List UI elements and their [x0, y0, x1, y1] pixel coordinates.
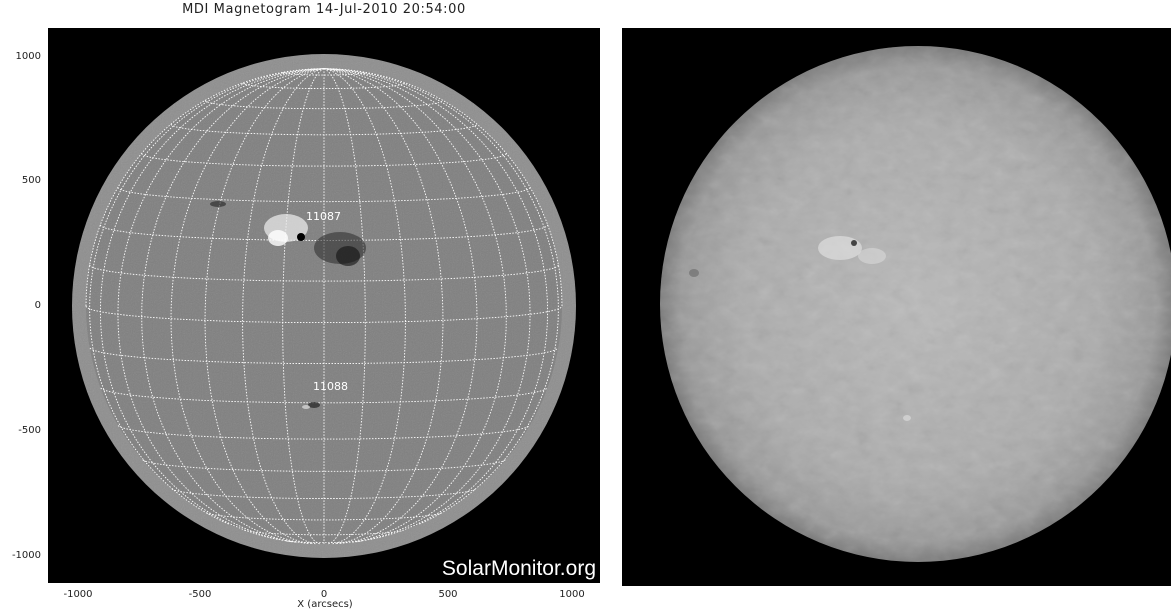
y-tick-1000: 1000 [15, 51, 41, 62]
x-tick-neg500: -500 [188, 589, 212, 600]
y-tick-0: 0 [34, 300, 41, 311]
x-tick-0: 0 [320, 589, 328, 600]
h-alpha-figure [622, 28, 1171, 586]
magnetogram-plot: 11087 11088 SolarMonitor.org [48, 28, 600, 583]
y-tick-neg500: -500 [18, 425, 41, 436]
magnetogram-image: 11087 11088 [72, 54, 576, 558]
active-region-11088 [302, 402, 320, 409]
x-tick-500: 500 [438, 589, 458, 600]
magnetogram-figure: MDI Magnetogram 14-Jul-2010 20:54:00 100… [11, 2, 600, 610]
active-region-11087 [210, 201, 366, 266]
y-tick-500: 500 [21, 175, 41, 186]
x-tick-1000: 1000 [559, 589, 585, 600]
magnetogram-title: MDI Magnetogram 14-Jul-2010 20:54:00 [182, 2, 466, 17]
filament [689, 269, 699, 277]
x-axis-label: X (arcsecs) [297, 599, 353, 610]
region-label-11088: 11088 [313, 380, 348, 393]
solarmonitor-watermark: SolarMonitor.org [441, 557, 596, 580]
plage-region [818, 236, 862, 260]
x-tick-neg1000: -1000 [63, 589, 93, 600]
h-alpha-image [660, 46, 1171, 562]
y-tick-neg1000: -1000 [11, 550, 41, 561]
region-label-11087: 11087 [306, 210, 341, 223]
